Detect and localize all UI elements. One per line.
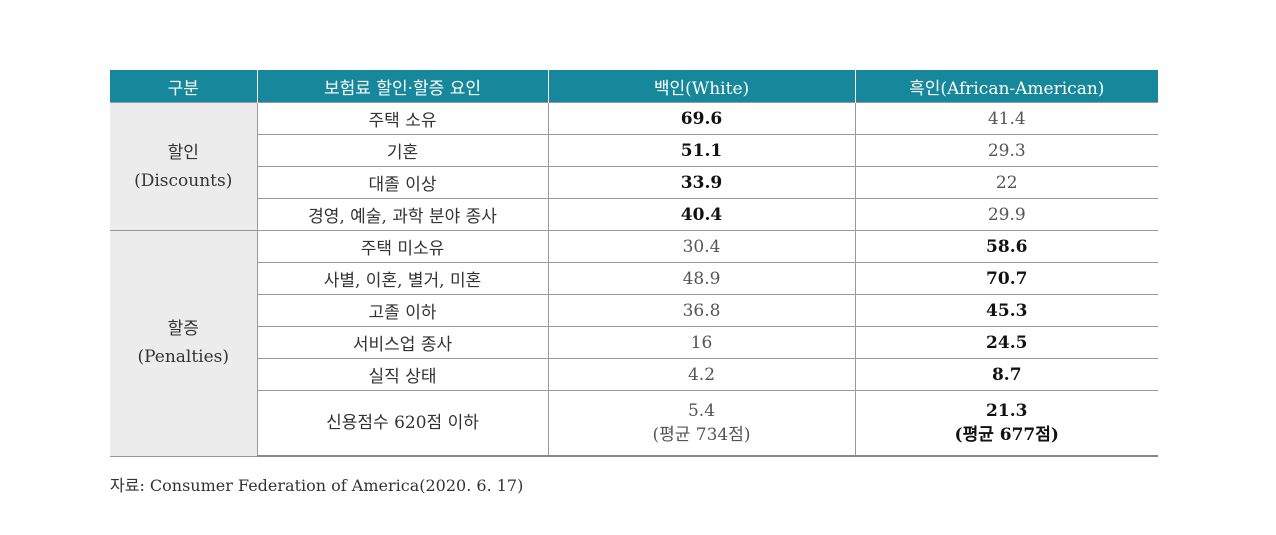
- value-cell: 24.5: [854, 326, 1158, 359]
- table-row: 대졸 이상 33.9 22: [110, 166, 1158, 199]
- source-note: 자료: Consumer Federation of America(2020.…: [110, 476, 524, 495]
- value-cell: 33.9: [547, 166, 856, 199]
- value: 70.7: [986, 268, 1028, 289]
- value-cell: 22: [854, 166, 1158, 199]
- value: 16: [690, 332, 713, 353]
- value: 29.3: [987, 140, 1026, 161]
- value-cell: 40.4: [547, 198, 856, 231]
- value: 58.6: [986, 236, 1028, 257]
- factor-cell: 기혼: [256, 134, 549, 167]
- value: 22: [995, 172, 1018, 193]
- value: 29.9: [987, 204, 1026, 225]
- value-cell: 4.2: [547, 358, 856, 391]
- value-cell: 41.4: [854, 102, 1158, 135]
- value-cell: 5.4 (평균 734점): [547, 390, 856, 457]
- header-cell: 백인(White): [547, 70, 855, 103]
- table-row: 신용점수 620점 이하 5.4 (평균 734점) 21.3 (평균 677점): [110, 390, 1158, 457]
- table-body: 할인 (Discounts) 주택 소유 69.6 41.4 기혼 51.1 29.3 대졸 이…: [110, 102, 1158, 457]
- group-label: 할인: [167, 142, 199, 163]
- factor-cell: 대졸 이상: [256, 166, 549, 199]
- value-cell: 29.9: [854, 198, 1158, 231]
- value: 5.4: [687, 401, 716, 421]
- value-cell: 30.4: [547, 230, 856, 263]
- factor-cell: 주택 미소유: [256, 230, 549, 263]
- group-cell: 할인 (Discounts): [110, 102, 258, 231]
- value: 36.8: [682, 300, 721, 321]
- header-cell: 흑인(African-American): [854, 70, 1158, 103]
- value: 4.2: [687, 364, 716, 385]
- value: 69.6: [680, 108, 723, 129]
- factor-cell: 서비스업 종사: [256, 326, 549, 359]
- table-row: 할인 (Discounts) 주택 소유 69.6 41.4: [110, 102, 1158, 231]
- value: 51.1: [680, 140, 723, 161]
- value: 21.3: [986, 401, 1028, 421]
- factor-cell: 고졸 이하: [256, 294, 549, 327]
- table-row: 서비스업 종사 16 24.5: [110, 326, 1158, 359]
- table: 구분 보험료 할인·할증 요인 백인(White) 흑인(African-Americ…: [110, 70, 1158, 457]
- table-row: 경영, 예술, 과학 분야 종사 40.4 29.9: [110, 198, 1158, 231]
- value-cell: 70.7: [854, 262, 1158, 295]
- value-note: (평균 677점): [954, 425, 1059, 445]
- header-cell: 구분: [110, 70, 257, 103]
- factor-cell: 주택 소유: [256, 102, 549, 135]
- value-cell: 29.3: [854, 134, 1158, 167]
- value: 30.4: [682, 236, 721, 257]
- table-row: 고졸 이하 36.8 45.3: [110, 294, 1158, 327]
- value: 41.4: [987, 108, 1026, 129]
- table-wrap: 구분 보험료 할인·할증 요인 백인(White) 흑인(African-Americ…: [110, 70, 1158, 457]
- header-cell: 보험료 할인·할증 요인: [256, 70, 548, 103]
- factor-cell: 신용점수 620점 이하: [256, 390, 549, 457]
- header-row: 구분 보험료 할인·할증 요인 백인(White) 흑인(African-Americ…: [110, 70, 1158, 103]
- group-label: 할증: [167, 319, 199, 340]
- value: 48.9: [682, 268, 721, 289]
- value-cell: 51.1: [547, 134, 856, 167]
- value-cell: 48.9: [547, 262, 856, 295]
- table-row: 사별, 이혼, 별거, 미혼 48.9 70.7: [110, 262, 1158, 295]
- factor-cell: 사별, 이혼, 별거, 미혼: [256, 262, 549, 295]
- group-sublabel: (Penalties): [137, 347, 230, 368]
- value-cell: 8.7: [854, 358, 1158, 391]
- factor-cell: 경영, 예술, 과학 분야 종사: [256, 198, 549, 231]
- table-row: 할증 (Penalties) 주택 미소유 30.4 58.6: [110, 230, 1158, 457]
- value-cell: 69.6: [547, 102, 856, 135]
- group-sublabel: (Discounts): [134, 170, 233, 191]
- value-cell: 16: [547, 326, 856, 359]
- table-row: 기혼 51.1 29.3: [110, 134, 1158, 167]
- value: 40.4: [680, 204, 723, 225]
- value: 24.5: [986, 332, 1028, 353]
- value: 8.7: [991, 364, 1022, 385]
- value-cell: 45.3: [854, 294, 1158, 327]
- factor-cell: 실직 상태: [256, 358, 549, 391]
- value-cell: 21.3 (평균 677점): [854, 390, 1158, 457]
- value-note: (평균 734점): [652, 425, 751, 445]
- value: 45.3: [986, 300, 1028, 321]
- group-cell: 할증 (Penalties): [110, 230, 258, 457]
- value-cell: 58.6: [854, 230, 1158, 263]
- value-cell: 36.8: [547, 294, 856, 327]
- table-row: 실직 상태 4.2 8.7: [110, 358, 1158, 391]
- value: 33.9: [680, 172, 723, 193]
